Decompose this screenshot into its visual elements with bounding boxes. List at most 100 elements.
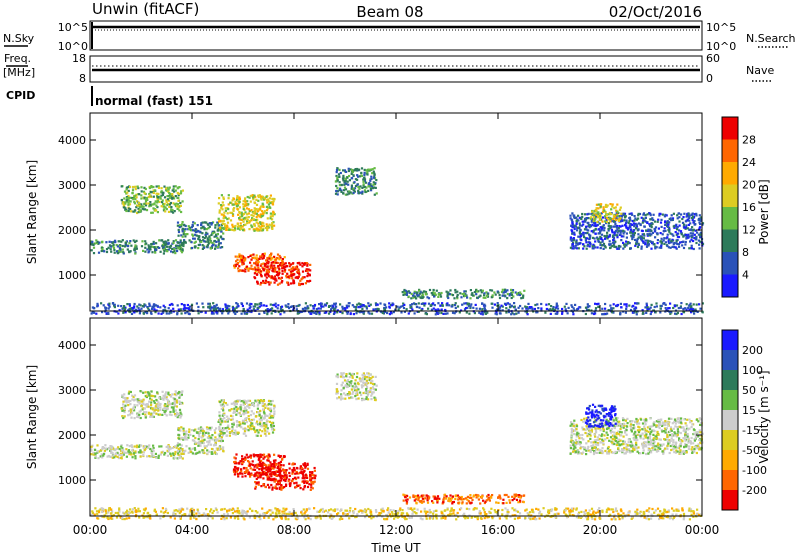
- echo-cell: [241, 269, 244, 272]
- echo-cell: [219, 219, 222, 222]
- echo-cell: [277, 265, 280, 268]
- echo-cell: [167, 210, 171, 213]
- echo-cell: [149, 413, 152, 416]
- echo-cell: [102, 454, 105, 457]
- echo-cell: [448, 293, 451, 296]
- echo-cell: [597, 240, 600, 243]
- echo-cell: [482, 296, 485, 299]
- echo-cell: [667, 223, 670, 226]
- echo-cell: [148, 393, 151, 396]
- echo-cell: [167, 188, 170, 191]
- echo-cell: [288, 268, 291, 272]
- echo-cell: [687, 306, 690, 309]
- echo-cell: [265, 195, 268, 198]
- echo-cell: [607, 222, 610, 225]
- echo-cell: [195, 234, 198, 237]
- echo-cell: [456, 293, 459, 296]
- echo-cell: [405, 293, 408, 296]
- echo-cell: [264, 274, 267, 277]
- echo-cell: [662, 239, 665, 242]
- echo-cell: [180, 413, 183, 416]
- echo-cell: [152, 450, 155, 453]
- echo-cell: [690, 238, 693, 241]
- echo-cell: [456, 290, 459, 293]
- echo-cell: [685, 215, 688, 218]
- echo-cell: [519, 304, 522, 308]
- echo-cell: [404, 289, 407, 292]
- echo-cell: [588, 237, 591, 240]
- echo-cell: [260, 467, 263, 470]
- echo-cell: [210, 223, 213, 226]
- echo-cell: [263, 424, 266, 427]
- echo-cell: [690, 311, 693, 314]
- echo-cell: [273, 428, 276, 431]
- echo-cell: [260, 416, 263, 419]
- echo-cell: [699, 240, 702, 243]
- echo-cell: [260, 210, 264, 213]
- echo-cell: [697, 233, 700, 236]
- echo-cell: [176, 411, 179, 415]
- echo-cell: [259, 264, 262, 267]
- echo-cell: [650, 310, 653, 313]
- echo-cell: [269, 400, 272, 403]
- echo-cell: [170, 406, 173, 409]
- echo-cell: [631, 237, 634, 240]
- echo-cell: [167, 307, 170, 310]
- echo-cell: [604, 237, 607, 240]
- echo-cell: [214, 226, 217, 229]
- echo-cell: [120, 444, 123, 447]
- echo-cell: [222, 432, 225, 435]
- echo-cell: [453, 312, 456, 315]
- echo-cell: [257, 266, 260, 270]
- echo-cell: [267, 466, 270, 469]
- echo-cell: [625, 220, 628, 224]
- echo-cell: [407, 290, 410, 293]
- echo-cell: [684, 240, 687, 244]
- echo-cell: [214, 442, 217, 445]
- echo-cell: [287, 275, 290, 278]
- echo-cell: [370, 189, 373, 192]
- echo-cell: [625, 225, 628, 228]
- echo-cell: [262, 399, 266, 402]
- echo-cell: [555, 305, 558, 308]
- echo-cell: [220, 206, 223, 210]
- echo-cell: [329, 310, 332, 313]
- echo-cell: [222, 220, 225, 223]
- echo-cell: [269, 212, 272, 215]
- echo-cell: [193, 237, 196, 240]
- echo-cell: [177, 447, 180, 450]
- echo-cell: [243, 399, 246, 402]
- echo-cell: [193, 447, 196, 450]
- echo-cell: [616, 203, 619, 206]
- echo-cell: [158, 445, 161, 448]
- echo-cell: [145, 405, 148, 408]
- echo-cell: [224, 216, 227, 219]
- echo-cell: [246, 200, 249, 203]
- echo-cell: [243, 402, 246, 405]
- echo-cell: [607, 217, 610, 221]
- echo-cell: [306, 272, 309, 275]
- echo-cell: [577, 247, 580, 250]
- echo-cell: [601, 313, 604, 316]
- echo-cell: [256, 264, 259, 267]
- echo-cell: [199, 426, 203, 429]
- echo-cell: [111, 302, 114, 305]
- echo-cell: [660, 246, 663, 249]
- echo-cell: [209, 305, 212, 308]
- echo-cell: [478, 307, 481, 310]
- echo-cell: [246, 195, 249, 199]
- echo-cell: [247, 216, 250, 219]
- echo-cell: [246, 405, 249, 408]
- echo-cell: [691, 226, 694, 229]
- echo-cell: [266, 256, 269, 260]
- echo-cell: [380, 310, 383, 314]
- echo-cell: [328, 305, 331, 308]
- echo-cell: [160, 194, 163, 197]
- echo-cell: [270, 252, 273, 256]
- echo-cell: [663, 215, 666, 218]
- echo-cell: [247, 415, 250, 418]
- echo-cell: [138, 410, 141, 413]
- echo-cell: [555, 304, 558, 307]
- echo-cell: [217, 244, 220, 247]
- echo-cell: [268, 455, 271, 458]
